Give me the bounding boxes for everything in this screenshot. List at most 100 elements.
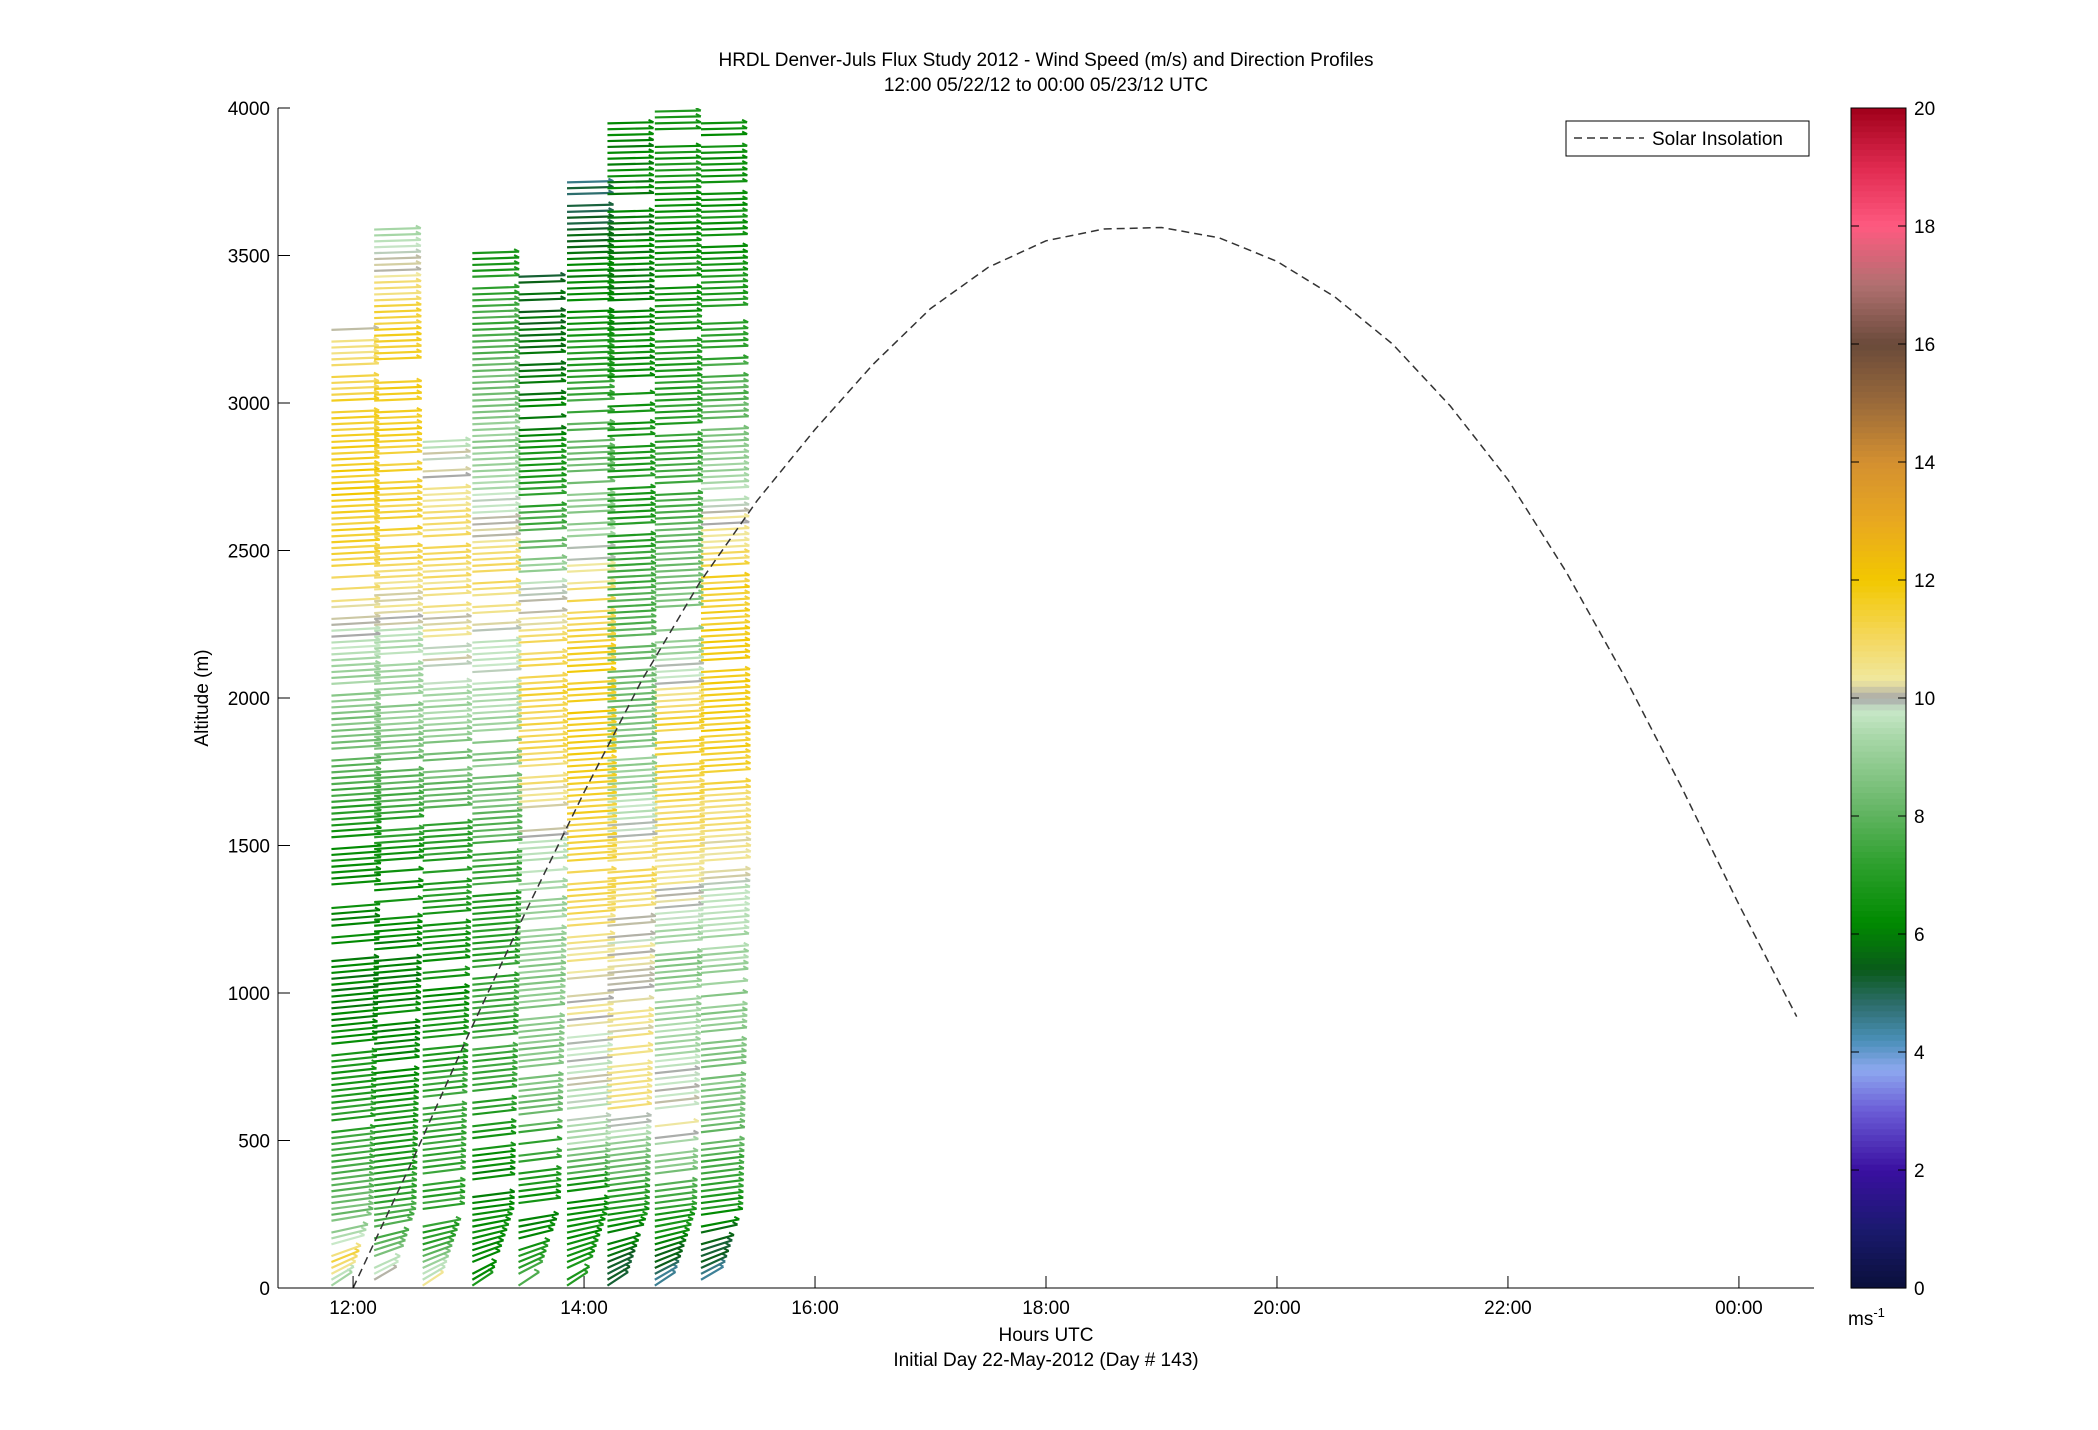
wind-barb-shaft xyxy=(654,150,702,154)
wind-barb-shaft xyxy=(607,403,656,408)
colorbar-band xyxy=(1851,1282,1906,1289)
wind-barb-shaft xyxy=(607,1114,652,1122)
wind-barb-shaft xyxy=(518,656,568,662)
wind-barb-shaft xyxy=(607,673,657,680)
wind-barb-shaft xyxy=(566,1212,608,1222)
wind-barb xyxy=(700,530,750,538)
wind-barb xyxy=(517,1268,540,1287)
wind-barb-shaft xyxy=(422,820,473,827)
wind-barb xyxy=(422,941,471,951)
wind-barb xyxy=(472,1226,508,1240)
wind-barb-shaft xyxy=(700,279,748,284)
wind-barb-shaft xyxy=(374,426,422,432)
wind-barb-flag xyxy=(649,448,656,453)
wind-barb-shaft xyxy=(700,1073,747,1081)
wind-barb-shaft xyxy=(331,920,380,927)
wind-barb-shaft xyxy=(374,1002,421,1010)
wind-barb-shaft xyxy=(472,873,522,880)
wind-barb-flag xyxy=(512,1047,519,1052)
wind-barb xyxy=(654,865,705,874)
wind-barb-flag xyxy=(558,1070,564,1076)
wind-barb-shaft xyxy=(607,250,655,255)
wind-barb xyxy=(607,1242,638,1258)
wind-barb-flag xyxy=(741,1018,748,1023)
wind-barb-shaft xyxy=(566,526,616,532)
wind-barb xyxy=(700,342,749,349)
colorbar-band xyxy=(1851,845,1906,852)
wind-barb-flag xyxy=(691,1205,698,1210)
wind-barb xyxy=(654,1182,698,1193)
wind-barb-shaft xyxy=(700,644,750,650)
wind-barb-flag xyxy=(697,506,704,512)
wind-barb xyxy=(607,501,657,508)
wind-barb-flag xyxy=(466,736,473,741)
wind-barb-flag xyxy=(644,1188,651,1193)
wind-barb xyxy=(607,912,657,921)
wind-barb xyxy=(518,554,568,562)
wind-barb-flag xyxy=(416,395,423,400)
wind-barb xyxy=(422,648,473,656)
wind-barb xyxy=(654,1012,702,1022)
colorbar-band xyxy=(1851,922,1906,929)
wind-barb-shaft xyxy=(654,185,702,190)
wind-barb-flag xyxy=(698,736,705,741)
wind-barb xyxy=(422,1141,467,1152)
wind-barb-shaft xyxy=(654,144,702,149)
colorbar-tick-label: 6 xyxy=(1914,925,1925,946)
wind-barb-flag xyxy=(464,953,471,958)
wind-barb xyxy=(374,442,423,449)
wind-barb-flag xyxy=(509,1188,516,1193)
colorbar-band xyxy=(1851,355,1906,363)
wind-barb-shaft xyxy=(654,532,704,538)
wind-barb-flag xyxy=(697,454,704,459)
wind-barb xyxy=(374,430,423,438)
wind-barb xyxy=(472,847,523,857)
wind-barb-shaft xyxy=(518,579,568,585)
wind-barb xyxy=(518,941,567,951)
wind-barb-flag xyxy=(516,789,523,794)
wind-barb-shaft xyxy=(422,1223,460,1234)
wind-barb-shaft xyxy=(607,626,657,632)
wind-barb xyxy=(472,348,521,355)
wind-barb-flag xyxy=(561,912,568,917)
wind-barb-shaft xyxy=(518,1049,565,1057)
wind-barb-shaft xyxy=(331,1234,365,1246)
wind-barb-shaft xyxy=(654,1061,701,1069)
wind-barb-shaft xyxy=(700,1126,745,1134)
wind-barb-flag xyxy=(697,448,704,453)
wind-barb xyxy=(331,477,380,485)
wind-barb-flag xyxy=(695,1018,702,1023)
wind-barb xyxy=(472,818,523,827)
wind-barb xyxy=(472,906,522,916)
wind-barb-flag xyxy=(463,1018,470,1023)
wind-barb-shaft xyxy=(422,750,473,756)
wind-barb-flag xyxy=(692,1147,699,1152)
wind-barb-shaft xyxy=(422,1270,444,1287)
wind-barb-shaft xyxy=(472,785,523,792)
wind-barb-shaft xyxy=(654,321,703,326)
wind-barb-shaft xyxy=(472,262,520,267)
wind-barb xyxy=(472,401,521,408)
wind-barb-flag xyxy=(742,342,749,347)
wind-barb xyxy=(472,1215,512,1228)
wind-barb-shaft xyxy=(607,562,656,567)
wind-barb xyxy=(472,865,523,874)
wind-barb-shaft xyxy=(566,1114,612,1122)
wind-barb xyxy=(607,765,658,774)
wind-barb-flag xyxy=(515,583,522,588)
colorbar-band xyxy=(1851,1069,1906,1077)
wind-barb-shaft xyxy=(331,503,380,508)
wind-barb-flag xyxy=(697,906,704,911)
wind-barb xyxy=(566,424,616,432)
wind-barb xyxy=(607,1221,645,1234)
wind-barb xyxy=(331,418,380,426)
wind-barb xyxy=(700,883,751,892)
wind-barb-flag xyxy=(696,271,703,277)
wind-barb-shaft xyxy=(472,762,522,768)
wind-barb-flag xyxy=(649,424,656,429)
wind-barb-flag xyxy=(374,554,381,559)
wind-barb-flag xyxy=(743,947,750,953)
wind-barb-shaft xyxy=(518,368,566,373)
wind-barb-shaft xyxy=(422,1126,467,1134)
wind-barb-flag xyxy=(417,565,424,571)
